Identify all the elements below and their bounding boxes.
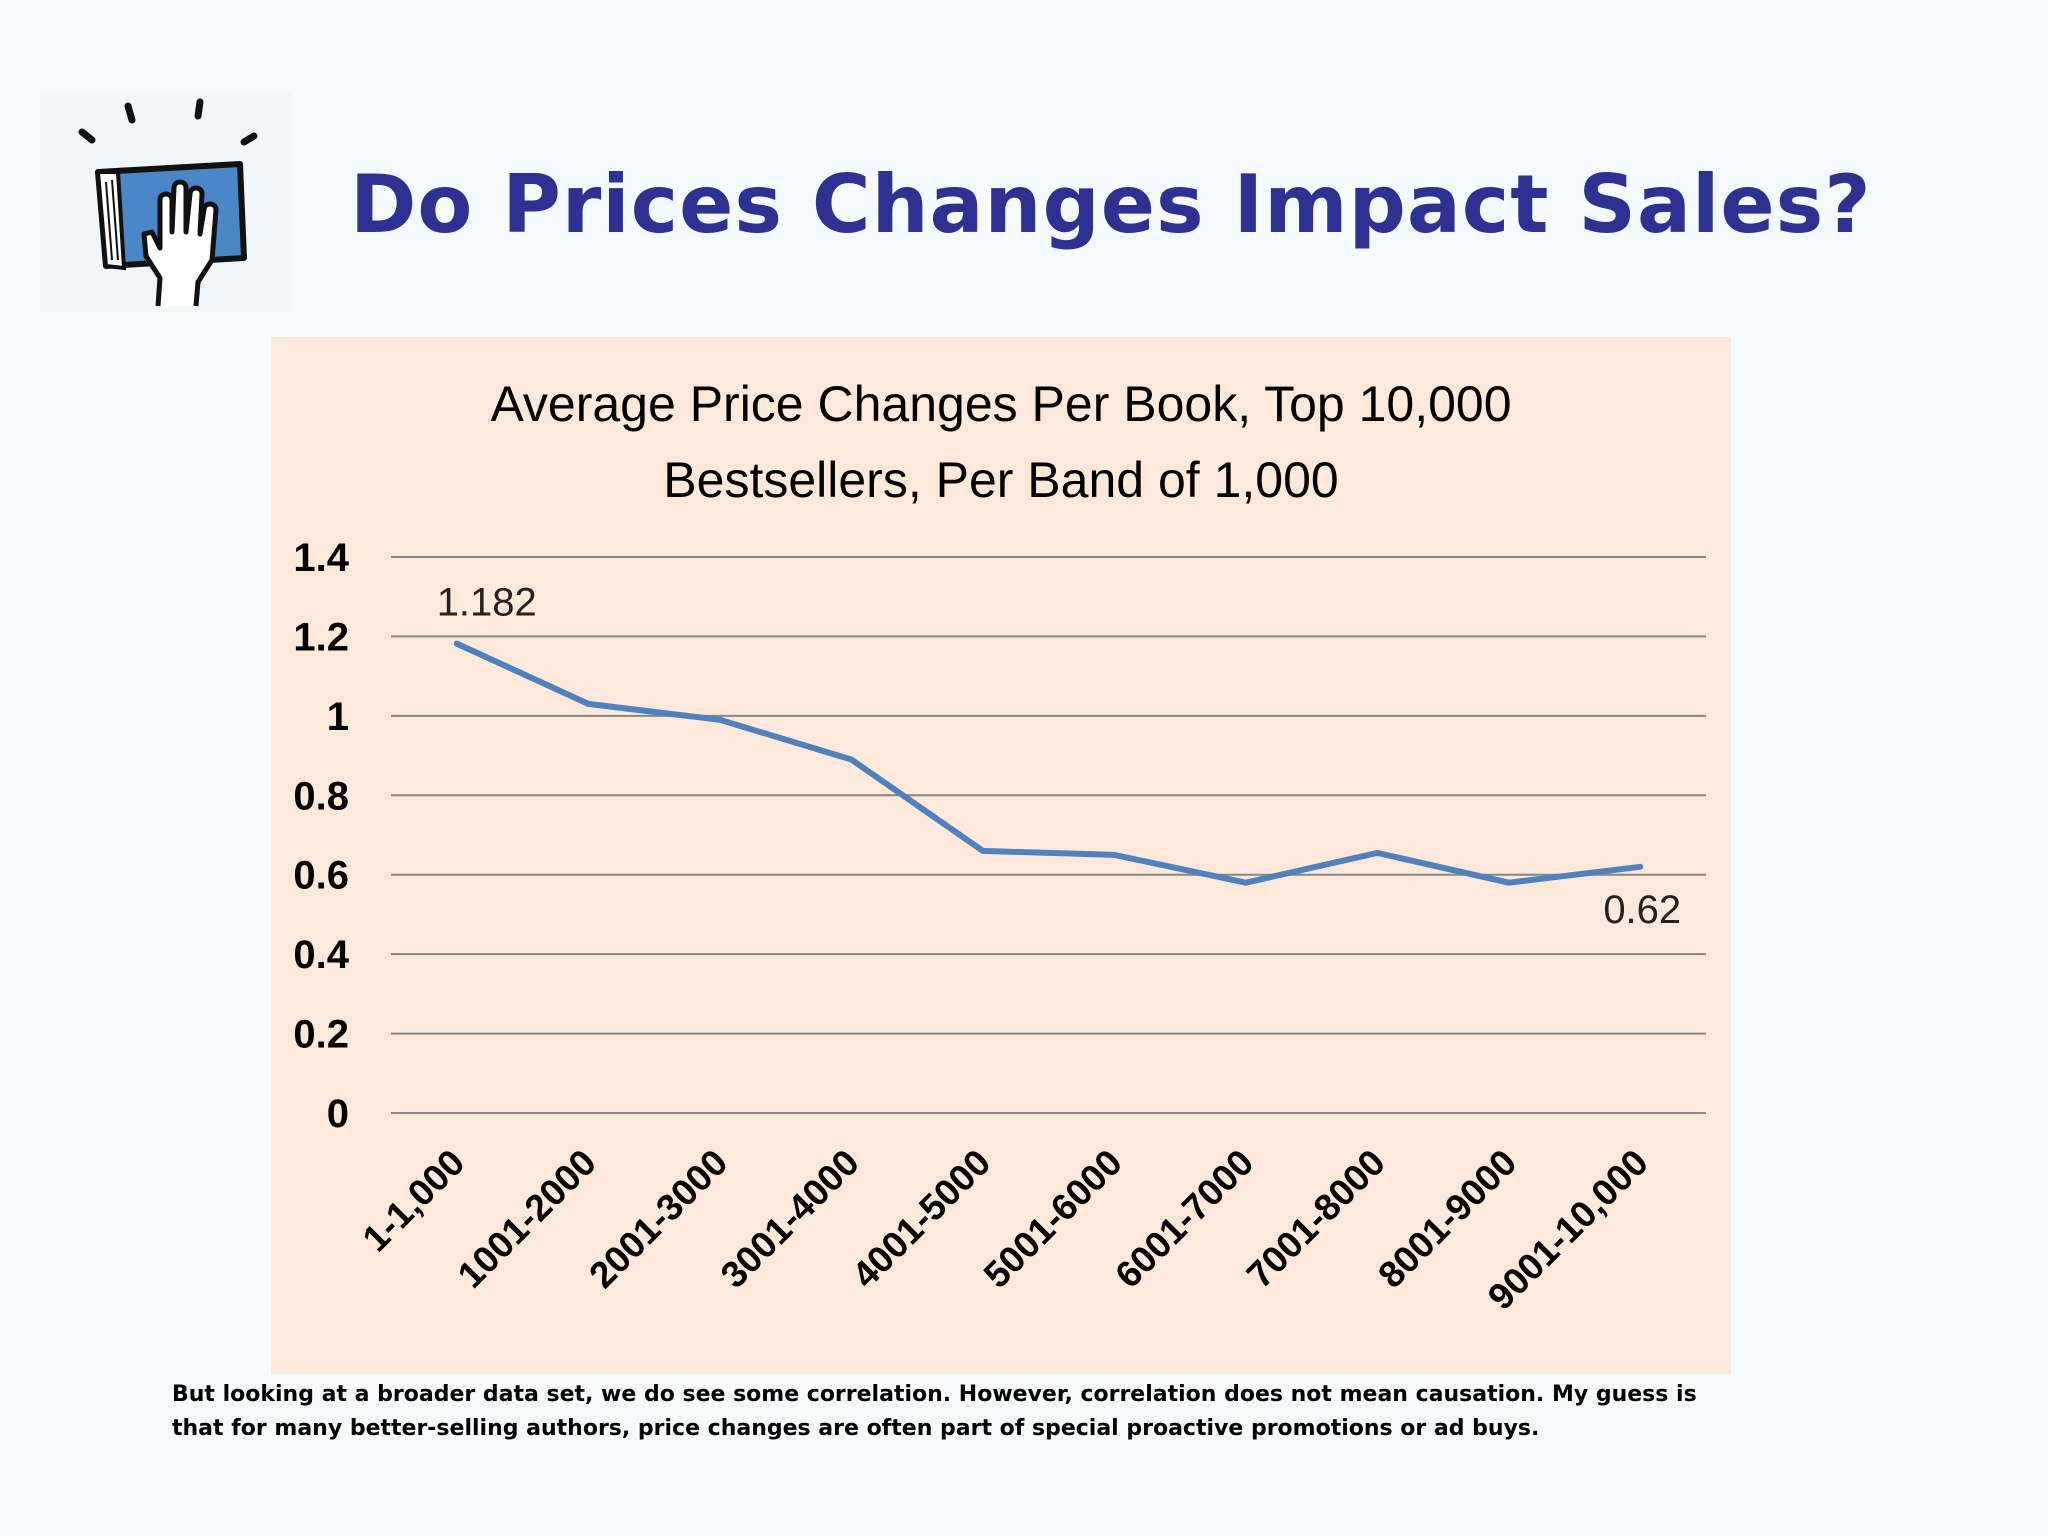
gridlines bbox=[391, 556, 1706, 1114]
data-point bbox=[1111, 851, 1118, 858]
y-tick-label: 1.4 bbox=[293, 536, 349, 580]
data-point bbox=[453, 640, 460, 647]
series bbox=[453, 640, 1644, 886]
y-tick-label: 0 bbox=[327, 1092, 349, 1136]
data-point bbox=[979, 847, 986, 854]
x-tick-label: 4001-5000 bbox=[844, 1142, 998, 1296]
slide-title: Do Prices Changes Impact Sales? bbox=[350, 158, 1872, 251]
data-labels: 1.182 0.62 bbox=[437, 581, 1681, 932]
y-tick-label: 0.2 bbox=[293, 1013, 349, 1057]
data-point bbox=[848, 756, 855, 763]
series-line bbox=[455, 640, 1641, 886]
chart-title-line-1: Average Price Changes Per Book, Top 10,0… bbox=[490, 376, 1511, 432]
data-point bbox=[585, 700, 592, 707]
data-point bbox=[716, 716, 723, 723]
chart-canvas: Average Price Changes Per Book, Top 10,0… bbox=[293, 376, 1706, 1318]
y-tick-label: 1.2 bbox=[293, 615, 349, 659]
x-tick-label: 7001-8000 bbox=[1239, 1142, 1393, 1296]
data-point bbox=[1637, 863, 1644, 870]
y-tick-label: 0.6 bbox=[293, 854, 349, 898]
x-tick-label: 5001-6000 bbox=[976, 1142, 1130, 1296]
x-tick-label: 1001-2000 bbox=[450, 1142, 604, 1296]
chart-title: Average Price Changes Per Book, Top 10,0… bbox=[490, 376, 1511, 508]
hand-on-book-icon bbox=[78, 98, 258, 307]
caption-line-1: But looking at a broader data set, we do… bbox=[172, 1382, 1697, 1407]
logo bbox=[40, 92, 292, 312]
x-tick-label: 1-1,000 bbox=[355, 1142, 473, 1260]
chart-title-line-2: Bestsellers, Per Band of 1,000 bbox=[663, 452, 1338, 508]
y-axis: 0 0.2 0.4 0.6 0.8 1 1.2 1.4 bbox=[293, 536, 349, 1136]
data-point bbox=[1505, 879, 1512, 886]
caption-line-2: that for many better-selling authors, pr… bbox=[172, 1416, 1540, 1441]
data-label: 1.182 bbox=[437, 581, 537, 625]
x-tick-label: 2001-3000 bbox=[581, 1142, 735, 1296]
line-chart: Average Price Changes Per Book, Top 10,0… bbox=[271, 337, 1731, 1374]
x-tick-label: 6001-7000 bbox=[1107, 1142, 1261, 1296]
y-tick-label: 1 bbox=[327, 695, 349, 739]
data-label: 0.62 bbox=[1603, 888, 1681, 932]
y-tick-label: 0.4 bbox=[293, 933, 349, 977]
data-point bbox=[1242, 879, 1249, 886]
x-axis: 1-1,0001001-20002001-30003001-40004001-5… bbox=[355, 1142, 1656, 1318]
x-tick-label: 3001-4000 bbox=[713, 1142, 867, 1296]
caption: But looking at a broader data set, we do… bbox=[172, 1378, 1872, 1446]
data-point bbox=[1374, 849, 1381, 856]
y-tick-label: 0.8 bbox=[293, 774, 349, 818]
